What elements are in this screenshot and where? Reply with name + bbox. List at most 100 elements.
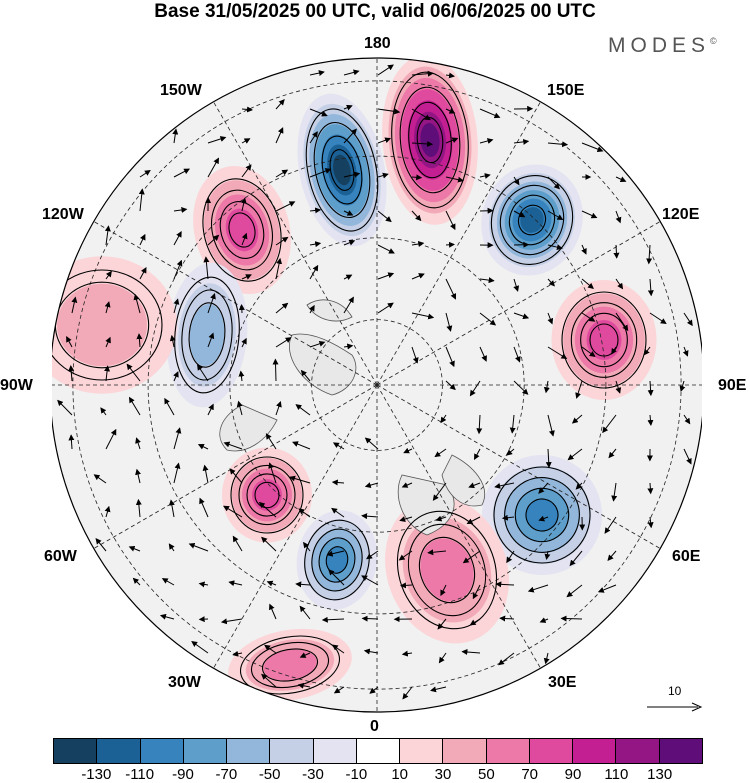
contour-line xyxy=(408,101,452,179)
wind-vector xyxy=(361,575,379,586)
wind-vector xyxy=(643,346,651,356)
wind-vector xyxy=(241,274,252,280)
contour-line xyxy=(525,498,559,532)
wind-vector xyxy=(343,296,354,314)
wind-vector xyxy=(506,448,515,456)
wind-vector xyxy=(479,277,495,284)
wind-vector xyxy=(173,462,181,484)
wind-vector xyxy=(547,210,564,221)
wind-vector xyxy=(569,550,583,567)
lon-label-0: 0 xyxy=(370,718,379,735)
lon-label-30w: 30W xyxy=(168,674,201,691)
wind-vector xyxy=(343,171,361,178)
anomaly-negative-canada xyxy=(166,262,248,408)
wind-vector xyxy=(343,104,353,111)
lon-label-90w: 90W xyxy=(0,377,33,394)
wind-vector xyxy=(469,380,481,397)
wind-vector xyxy=(445,176,464,183)
wind-vector xyxy=(649,312,667,325)
wind-vector xyxy=(207,292,216,314)
wind-vector xyxy=(581,278,594,290)
wind-vector xyxy=(527,584,549,593)
wind-vector xyxy=(240,197,247,212)
wind-vector xyxy=(377,64,394,76)
wind-vector xyxy=(474,448,481,460)
meridian-line xyxy=(93,384,378,549)
lon-label-150w: 150W xyxy=(160,82,202,99)
wind-vector xyxy=(93,474,107,484)
wind-vector xyxy=(309,168,332,178)
wind-vector xyxy=(647,278,654,297)
wind-vector xyxy=(411,346,419,364)
wind-vector xyxy=(220,618,243,625)
wind-vector xyxy=(445,380,456,391)
reference-vector-label: 10 xyxy=(668,684,682,698)
lon-label-90e: 90E xyxy=(718,377,747,394)
wind-vector xyxy=(343,343,354,350)
wind-vector xyxy=(300,369,311,382)
wind-vector xyxy=(128,396,141,416)
wind-vector xyxy=(402,686,413,700)
wind-vector xyxy=(331,479,345,486)
wind-vector xyxy=(494,482,515,489)
wind-vector xyxy=(513,278,520,292)
arrow-right-icon xyxy=(647,702,703,712)
colorbar-tick-label: 130 xyxy=(647,766,673,783)
contour-line xyxy=(250,641,330,689)
wind-vector xyxy=(445,346,455,368)
anomaly-level xyxy=(520,207,544,233)
wind-vector xyxy=(440,584,447,597)
colorbar-tick-label: -90 xyxy=(172,766,194,783)
wind-vector xyxy=(607,550,617,561)
wind-vector xyxy=(126,363,141,382)
wind-vector xyxy=(462,550,481,564)
wind-vector xyxy=(100,407,107,416)
colorbar-tick-label: 90 xyxy=(564,766,582,783)
contour-line xyxy=(580,312,628,368)
wind-vector xyxy=(364,482,379,489)
wind-vector xyxy=(377,272,395,280)
wind-vector xyxy=(547,414,555,437)
wind-vector xyxy=(104,301,111,314)
wind-vector xyxy=(297,682,311,689)
wind-vector xyxy=(647,414,654,426)
wind-vector xyxy=(275,302,289,314)
wind-vector xyxy=(223,441,243,450)
contour-line xyxy=(188,302,226,368)
wind-vector xyxy=(275,400,282,416)
wind-vector xyxy=(445,72,455,79)
wind-vector xyxy=(547,176,560,190)
contour-line xyxy=(181,289,233,381)
wind-vector xyxy=(432,482,447,501)
wind-vector xyxy=(427,549,447,556)
wind-vector xyxy=(683,414,691,425)
wind-vector xyxy=(266,580,277,587)
wind-vector xyxy=(238,370,245,382)
meridian-line xyxy=(376,101,541,386)
wind-vector xyxy=(309,304,315,314)
wind-vector xyxy=(479,173,491,179)
wind-vector xyxy=(269,603,277,620)
wind-vector xyxy=(309,70,325,76)
wind-vector xyxy=(411,241,425,247)
wind-vector xyxy=(435,515,447,522)
wind-vector xyxy=(479,312,497,326)
wind-vector xyxy=(544,550,551,560)
colorbar-swatch xyxy=(227,739,271,763)
contour-line xyxy=(504,477,580,553)
colorbar-tick-label: -10 xyxy=(345,766,368,783)
wind-vector xyxy=(615,176,627,182)
wind-vector xyxy=(547,312,554,325)
wind-vector xyxy=(168,499,175,518)
wind-vector xyxy=(538,515,549,522)
wind-vector xyxy=(581,312,596,322)
anomaly-level xyxy=(57,283,147,367)
colorbar-tick-label: -70 xyxy=(215,766,238,783)
wind-vector xyxy=(343,128,357,144)
contour-line xyxy=(174,276,240,394)
wind-vector xyxy=(538,482,549,494)
wind-vector xyxy=(400,582,413,589)
wind-vector xyxy=(615,210,622,224)
wind-vector xyxy=(566,584,583,598)
map-title: Base 31/05/2025 00 UTC, valid 06/06/2025… xyxy=(154,1,596,22)
